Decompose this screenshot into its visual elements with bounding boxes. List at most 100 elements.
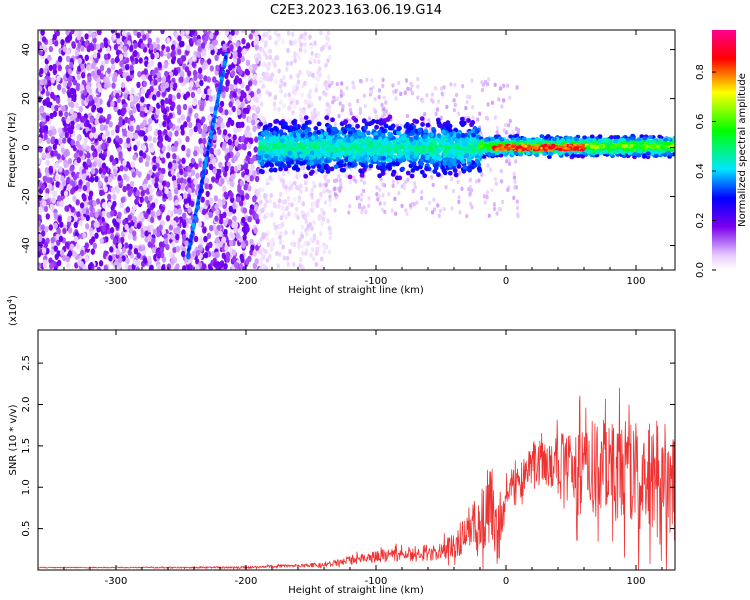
- spectrogram-cell: [192, 99, 197, 107]
- spectrogram-cell: [159, 247, 164, 254]
- spectrogram-cell: [159, 50, 164, 57]
- spectrogram-cell: [265, 236, 270, 242]
- spectrogram-cell: [272, 201, 277, 207]
- spectrogram-cell: [378, 201, 382, 206]
- spectrogram-cell: [69, 165, 75, 172]
- spectrogram-cell: [193, 235, 199, 243]
- spectrogram-cell: [122, 185, 127, 193]
- spectrogram-cell: [228, 34, 233, 41]
- spectrogram-cell: [161, 265, 166, 270]
- spectrogram-cell: [99, 73, 104, 80]
- spectrogram-cell: [304, 218, 309, 225]
- spectrogram-cell: [71, 180, 76, 188]
- spectrogram-cell: [248, 65, 253, 72]
- spectrogram-cell: [409, 173, 415, 179]
- spectrogram-cell: [495, 211, 499, 216]
- spectrogram-cell: [91, 106, 96, 113]
- spectrogram-cell: [303, 41, 307, 48]
- spectrogram-cell: [423, 129, 429, 134]
- spectrogram-cell: [56, 227, 61, 235]
- spectrogram-cell: [105, 46, 111, 53]
- spectrogram-cell: [285, 255, 290, 261]
- spectrogram-cell: [78, 179, 83, 186]
- spectrogram-cell: [76, 112, 82, 119]
- spectrogram-cell: [170, 44, 176, 51]
- spectrogram-cell: [107, 176, 113, 184]
- spectrogram-cell: [245, 84, 250, 92]
- spectrogram-cell: [352, 175, 356, 181]
- spectrogram-cell: [238, 69, 243, 76]
- spectrogram-cell: [66, 261, 71, 269]
- spectrogram-cell: [469, 177, 473, 182]
- spectrogram-cell: [324, 41, 329, 48]
- spectrogram-cell: [235, 41, 240, 48]
- spectrogram-cell: [513, 179, 517, 184]
- spectrogram-cell: [44, 226, 49, 233]
- spectrogram-cell: [309, 56, 313, 62]
- spectrogram-cell: [106, 211, 111, 219]
- spectrogram-cell: [110, 187, 116, 194]
- spectrogram-cell: [339, 89, 343, 94]
- spectrogram-cell: [408, 203, 413, 208]
- spectrogram-cell: [70, 206, 75, 213]
- spectrogram-cell: [66, 176, 71, 184]
- spectrogram-cell: [53, 212, 58, 219]
- spectrogram-cell: [258, 193, 262, 199]
- spectrogram-cell: [245, 125, 251, 132]
- spectrogram-cell: [95, 113, 101, 120]
- spectrogram-cell: [70, 30, 75, 35]
- spectrogram-cell: [295, 84, 299, 91]
- spectrogram-cell: [108, 121, 113, 128]
- spectrogram-cell: [490, 100, 494, 106]
- spectrogram-cell: [222, 43, 227, 50]
- spectrogram-cell: [329, 166, 335, 172]
- spectrogram-cell: [115, 135, 120, 142]
- spectrogram-cell: [158, 224, 163, 231]
- spectrogram-cell: [268, 48, 273, 54]
- spectrogram-cell: [195, 172, 200, 179]
- spectrogram-cell: [232, 134, 237, 141]
- spectrogram-cell: [195, 264, 200, 270]
- spectrogram-cell: [264, 40, 268, 46]
- spectrogram-cell: [209, 65, 214, 72]
- spectrogram-cell: [466, 118, 471, 123]
- spectrogram-cell: [121, 247, 127, 254]
- spectrogram-cell: [38, 114, 42, 121]
- spectrogram-cell: [298, 47, 303, 53]
- spectrogram-cell: [435, 107, 439, 112]
- spectrogram-cell: [63, 161, 68, 168]
- spectrogram-cell: [140, 87, 145, 95]
- spectrogram-cell: [258, 121, 263, 127]
- spectrogram-cell: [96, 101, 101, 109]
- spectrogram-cell: [317, 215, 322, 221]
- spectrogram-cell: [178, 216, 183, 223]
- spectrogram-cell: [68, 227, 73, 234]
- spectrogram-cell: [221, 92, 226, 99]
- spectrogram-cell: [151, 247, 156, 254]
- spectrogram-cell: [97, 160, 102, 168]
- spectrogram-cell: [214, 215, 219, 222]
- spectrogram-cell: [54, 40, 59, 47]
- spectrogram-cell: [103, 53, 109, 61]
- spectrogram-cell: [431, 128, 437, 134]
- spectrogram-cell: [143, 178, 148, 185]
- spectrogram-cell: [214, 242, 219, 249]
- spectrogram-cell: [146, 89, 151, 96]
- spectrogram-cell: [193, 178, 198, 185]
- spectrogram-cell: [139, 110, 144, 118]
- spectrogram-cell: [294, 206, 299, 212]
- spectrogram-cell: [249, 91, 255, 98]
- spectrogram-cell: [422, 173, 428, 179]
- spectrogram-cell: [237, 143, 242, 151]
- spectrogram-cell: [202, 30, 208, 34]
- spectrogram-cell: [359, 173, 365, 178]
- spectrogram-cell: [274, 40, 278, 46]
- spectrogram-cell: [279, 78, 284, 84]
- spectrogram-cell: [416, 84, 420, 89]
- spectrogram-cell: [162, 108, 168, 115]
- spectrogram-cell: [45, 159, 50, 166]
- spectrogram-cell: [258, 211, 262, 217]
- spectrogram-cell: [127, 214, 132, 221]
- spectrogram-cell: [208, 95, 213, 102]
- spectrogram-cell: [223, 263, 228, 270]
